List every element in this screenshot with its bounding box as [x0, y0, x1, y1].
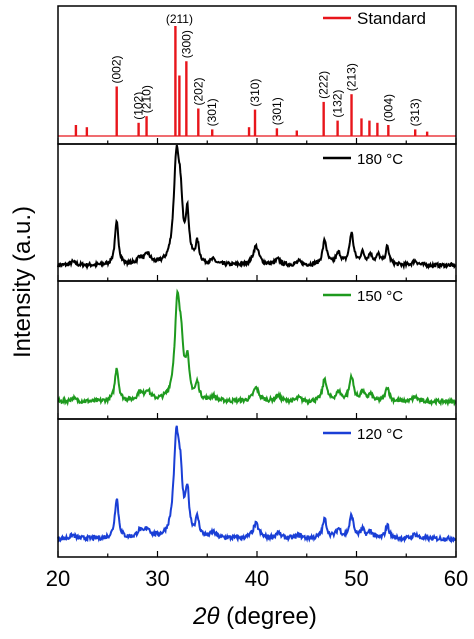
hkl-label: (301): [205, 98, 219, 126]
x-tick-label: 40: [245, 566, 269, 591]
y-axis-label: Intensity (a.u.): [9, 206, 36, 358]
hkl-label: (132): [331, 90, 345, 118]
hkl-label: (313): [408, 98, 422, 126]
legend-label: Standard: [357, 9, 426, 28]
panels-group: (002)(102)(210)(211)(300)(202)(301)(310)…: [57, 5, 457, 558]
hkl-label: (213): [345, 63, 359, 91]
panel-2: 180 °C: [57, 143, 457, 282]
hkl-label: (300): [179, 30, 193, 58]
legend-label: 180 °C: [357, 151, 403, 168]
hkl-label: (211): [166, 12, 193, 26]
hkl-label: (222): [317, 71, 331, 99]
pattern-line: [57, 288, 457, 407]
hkl-label: (102): [132, 92, 146, 120]
legend-label: 120 °C: [357, 426, 403, 443]
panel-1: (002)(102)(210)(211)(300)(202)(301)(310)…: [57, 5, 457, 145]
panel-4: 120 °C: [57, 418, 457, 558]
x-axis: 20 30 40 50 60: [46, 566, 468, 591]
x-axis-label-unit: (degree): [219, 603, 316, 630]
hkl-label: (202): [191, 77, 205, 105]
x-axis-label-symbol: 2θ: [192, 603, 219, 630]
panel-3: 150 °C: [57, 280, 457, 420]
hkl-label: (210): [140, 85, 154, 113]
x-axis-label: 2θ (degree): [192, 603, 317, 630]
x-tick-label: 60: [444, 566, 468, 591]
x-tick-label: 30: [145, 566, 169, 591]
x-tick-label: 50: [344, 566, 368, 591]
x-tick-label: 20: [46, 566, 70, 591]
pattern-line: [57, 425, 457, 544]
hkl-label: (301): [270, 97, 284, 125]
legend-label: 150 °C: [357, 288, 403, 305]
pattern-line: [57, 144, 457, 271]
hkl-label: (004): [381, 94, 395, 122]
hkl-label: (002): [110, 55, 124, 83]
hkl-label: (310): [248, 79, 262, 107]
